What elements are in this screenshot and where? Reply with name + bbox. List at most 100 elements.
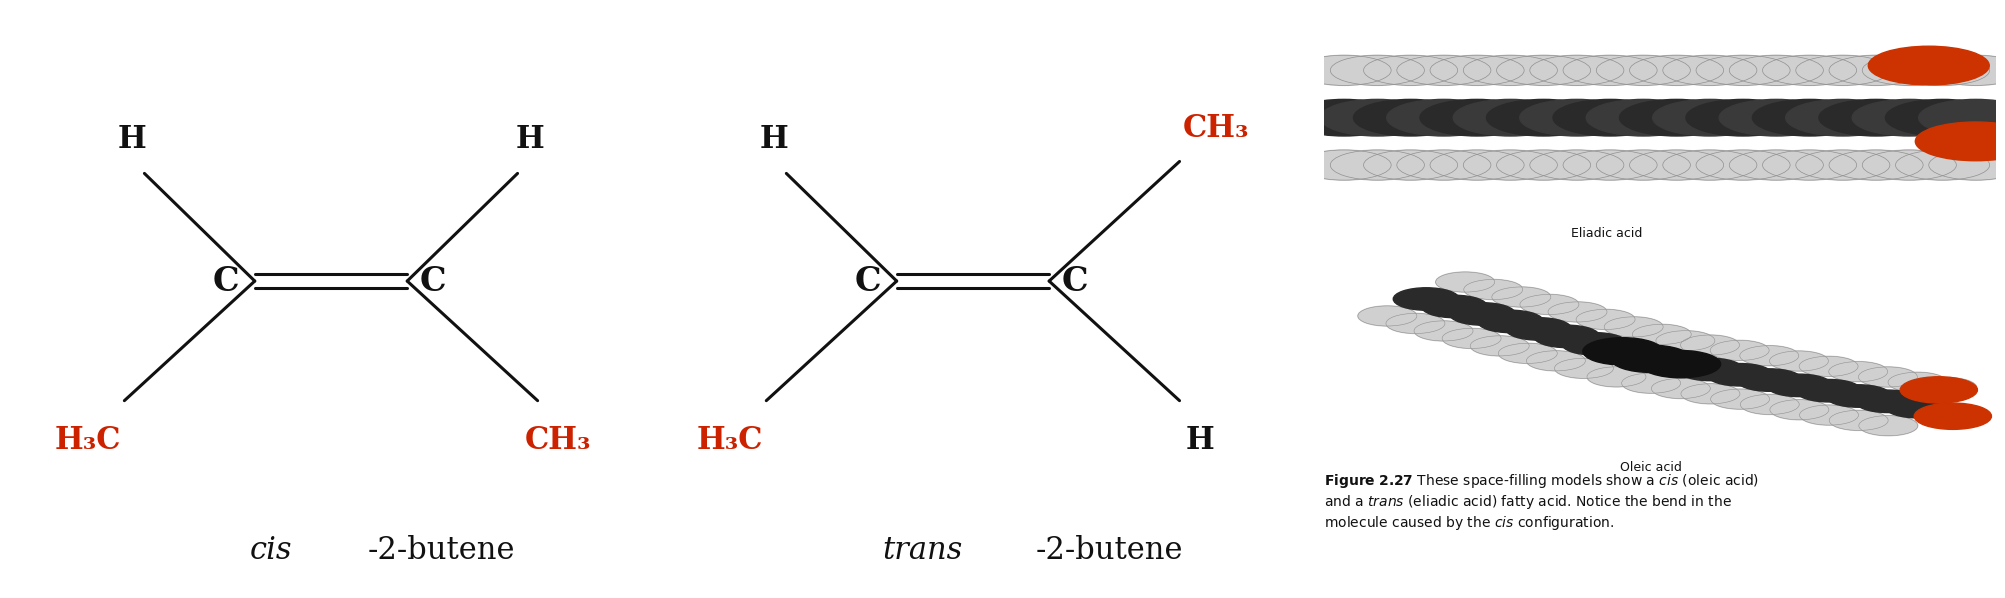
Circle shape xyxy=(1363,150,1458,180)
Circle shape xyxy=(1710,389,1768,409)
Circle shape xyxy=(1363,55,1458,86)
Circle shape xyxy=(1829,150,1923,180)
Circle shape xyxy=(1562,332,1626,355)
Circle shape xyxy=(1548,302,1606,322)
Circle shape xyxy=(1297,55,1391,86)
Circle shape xyxy=(1768,351,1827,371)
Circle shape xyxy=(1859,416,1917,436)
Circle shape xyxy=(1857,367,1917,387)
Text: trans: trans xyxy=(882,535,962,566)
Circle shape xyxy=(1762,150,1857,180)
Text: C: C xyxy=(1061,264,1087,298)
Circle shape xyxy=(1442,328,1500,349)
Circle shape xyxy=(1414,321,1472,341)
Circle shape xyxy=(1385,99,1500,136)
Text: $\bf{Figure\ 2.27}$ These space-filling models show a $\it{cis}$ (oleic acid)
an: $\bf{Figure\ 2.27}$ These space-filling … xyxy=(1323,472,1758,532)
Circle shape xyxy=(1478,310,1542,332)
Text: Oleic acid: Oleic acid xyxy=(1620,460,1680,474)
Circle shape xyxy=(1718,99,1833,136)
Circle shape xyxy=(1662,55,1756,86)
Circle shape xyxy=(1829,55,1923,86)
Circle shape xyxy=(1562,55,1656,86)
Circle shape xyxy=(1452,99,1566,136)
Circle shape xyxy=(1329,150,1424,180)
Circle shape xyxy=(1652,99,1766,136)
Circle shape xyxy=(1728,150,1823,180)
Circle shape xyxy=(1596,55,1690,86)
Circle shape xyxy=(1694,150,1788,180)
Circle shape xyxy=(1554,358,1612,379)
Circle shape xyxy=(1798,405,1857,425)
Circle shape xyxy=(1620,373,1680,393)
Circle shape xyxy=(1395,150,1490,180)
Circle shape xyxy=(1430,150,1524,180)
Circle shape xyxy=(1676,358,1742,381)
Circle shape xyxy=(1640,350,1720,378)
Circle shape xyxy=(1586,367,1646,387)
Circle shape xyxy=(1829,410,1887,431)
Text: H₃C: H₃C xyxy=(54,425,122,456)
Circle shape xyxy=(1353,99,1468,136)
Circle shape xyxy=(1861,55,1955,86)
Circle shape xyxy=(1604,317,1662,337)
Circle shape xyxy=(1929,55,2005,86)
Circle shape xyxy=(1885,99,1999,136)
Circle shape xyxy=(1582,338,1662,365)
Circle shape xyxy=(1534,325,1598,347)
Text: C: C xyxy=(213,264,239,298)
Circle shape xyxy=(1506,318,1570,340)
Circle shape xyxy=(1680,335,1738,355)
Circle shape xyxy=(1867,46,1989,85)
Circle shape xyxy=(1825,385,1891,407)
Circle shape xyxy=(1420,99,1534,136)
Text: H: H xyxy=(1185,425,1213,456)
Circle shape xyxy=(1586,99,1700,136)
Circle shape xyxy=(1855,390,1921,413)
Circle shape xyxy=(1496,150,1590,180)
Circle shape xyxy=(1694,55,1788,86)
Circle shape xyxy=(1929,150,2005,180)
Circle shape xyxy=(1650,379,1710,398)
Circle shape xyxy=(1520,294,1578,315)
Circle shape xyxy=(1887,372,1947,392)
Circle shape xyxy=(1798,356,1857,376)
Circle shape xyxy=(1829,362,1887,382)
Circle shape xyxy=(1915,122,2005,161)
Text: -2-butene: -2-butene xyxy=(367,535,515,566)
Circle shape xyxy=(1297,150,1391,180)
Circle shape xyxy=(1738,346,1798,366)
Circle shape xyxy=(1794,380,1861,402)
Text: CH₃: CH₃ xyxy=(523,425,591,456)
Circle shape xyxy=(1654,331,1714,351)
Circle shape xyxy=(1628,150,1722,180)
Circle shape xyxy=(1895,55,1989,86)
Circle shape xyxy=(1393,288,1458,310)
Text: -2-butene: -2-butene xyxy=(1035,535,1183,566)
Circle shape xyxy=(1319,99,1434,136)
Circle shape xyxy=(1496,55,1590,86)
Circle shape xyxy=(1596,150,1690,180)
Circle shape xyxy=(1728,55,1823,86)
Circle shape xyxy=(1329,55,1424,86)
Circle shape xyxy=(1684,99,1798,136)
Circle shape xyxy=(1851,99,1965,136)
Circle shape xyxy=(1610,345,1690,373)
Circle shape xyxy=(1498,343,1556,364)
Text: C: C xyxy=(419,264,445,298)
Circle shape xyxy=(1530,55,1624,86)
Circle shape xyxy=(1526,351,1584,371)
Circle shape xyxy=(1885,395,1949,418)
Circle shape xyxy=(1662,150,1756,180)
Circle shape xyxy=(1819,99,1933,136)
Text: cis: cis xyxy=(249,535,293,566)
Circle shape xyxy=(1436,272,1494,292)
Circle shape xyxy=(1462,55,1556,86)
Text: CH₃: CH₃ xyxy=(1181,112,1249,144)
Text: Eliadic acid: Eliadic acid xyxy=(1570,227,1640,240)
Circle shape xyxy=(1422,295,1486,318)
Circle shape xyxy=(1486,99,1600,136)
Circle shape xyxy=(1895,150,1989,180)
Circle shape xyxy=(1470,336,1528,356)
Circle shape xyxy=(1913,403,1991,429)
Circle shape xyxy=(1576,309,1634,329)
